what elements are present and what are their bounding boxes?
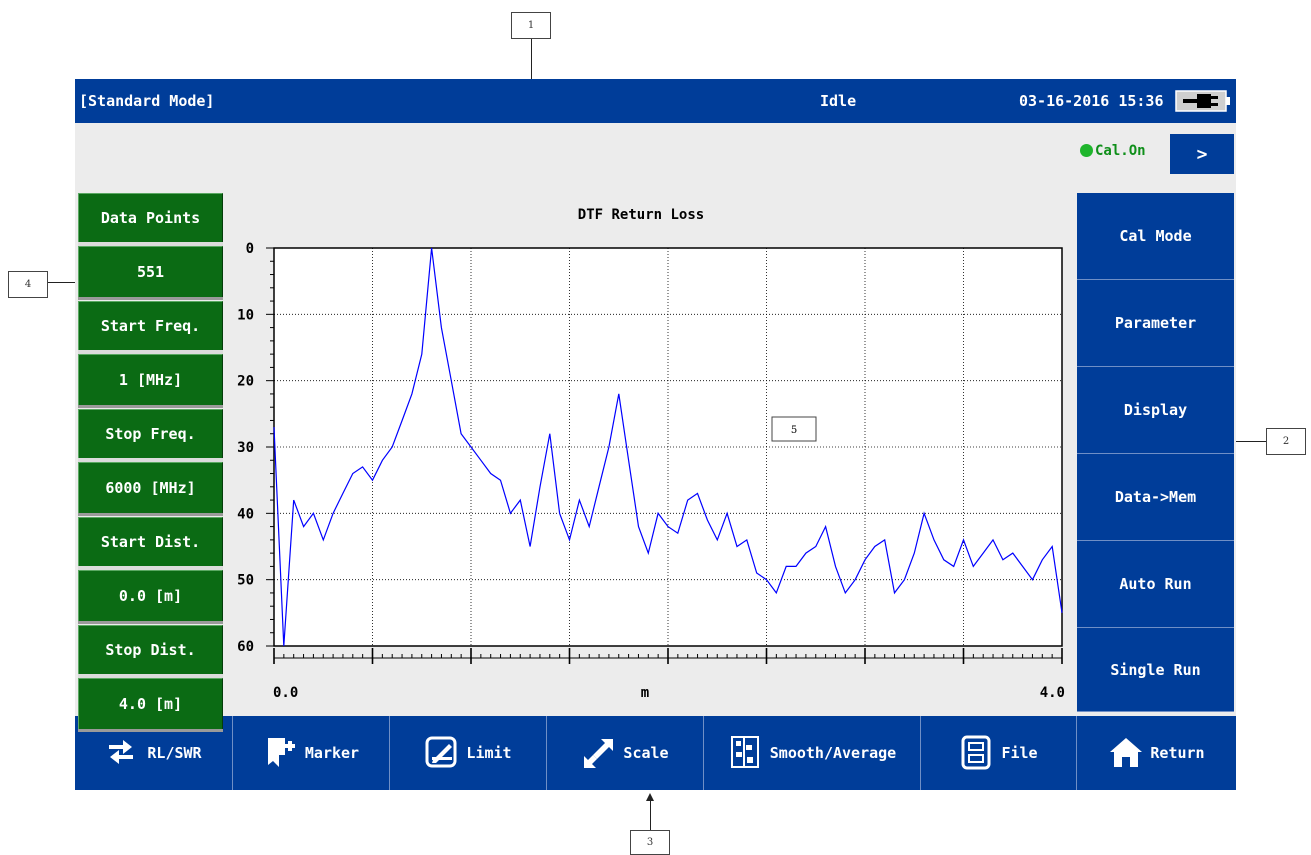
file-cabinet-icon (961, 735, 991, 770)
y-axis-labels: 0 10 20 30 40 50 60 (237, 241, 254, 655)
rl-swr-label: RL/SWR (147, 744, 202, 762)
panel-divider (78, 458, 223, 462)
status-bar: [Standard Mode] Idle 03-16-2016 15:36 (75, 79, 1236, 123)
y-tick-label: 20 (237, 374, 254, 390)
start-dist-label[interactable]: Start Dist. (78, 517, 223, 566)
return-label: Return (1150, 744, 1205, 762)
marker-label: Marker (304, 744, 360, 762)
chart-ticks (266, 247, 1063, 664)
y-tick-label: 10 (237, 307, 254, 323)
display-button[interactable]: Display (1077, 367, 1234, 454)
scale-arrows-icon (584, 739, 614, 768)
scale-button[interactable]: Scale (547, 716, 704, 790)
panel-divider (78, 350, 223, 354)
callout-1: 1 (511, 12, 551, 39)
smooth-sliders-icon (730, 736, 759, 768)
y-tick-label: 30 (237, 440, 254, 456)
callout-4: 4 (8, 271, 48, 298)
panel-divider (78, 674, 223, 678)
stop-freq-value[interactable]: 6000 [MHz] (78, 462, 223, 513)
panel-divider (78, 729, 223, 732)
return-button[interactable]: Return (1077, 716, 1236, 790)
start-freq-value[interactable]: 1 [MHz] (78, 354, 223, 405)
x-axis-end-label: 4.0 (1040, 685, 1065, 701)
panel-divider (78, 513, 223, 516)
limit-label: Limit (466, 744, 512, 762)
y-tick-label: 60 (237, 639, 254, 655)
callout-3: 3 (630, 830, 670, 855)
panel-divider (78, 405, 223, 408)
analyzer-screen: [Standard Mode] Idle 03-16-2016 15:36 Ca… (75, 79, 1236, 790)
chart-title: DTF Return Loss (578, 207, 704, 223)
data-to-mem-button[interactable]: Data->Mem (1077, 454, 1234, 541)
panel-divider (78, 242, 223, 246)
single-run-button[interactable]: Single Run (1077, 628, 1234, 712)
rl-swr-button[interactable]: RL/SWR (75, 716, 233, 790)
data-points-value[interactable]: 551 (78, 246, 223, 297)
y-tick-label: 40 (237, 506, 254, 522)
swap-arrows-icon (109, 740, 134, 764)
start-freq-label[interactable]: Start Freq. (78, 301, 223, 350)
marker-button[interactable]: Marker (233, 716, 390, 790)
y-tick-label: 0 (246, 241, 254, 257)
mode-label: [Standard Mode] (79, 92, 215, 110)
panel-divider (78, 621, 223, 624)
next-page-button[interactable]: > (1170, 134, 1234, 174)
scale-label: Scale (623, 744, 669, 762)
marker-flag-icon (267, 738, 295, 767)
cal-label: Cal.On (1095, 143, 1146, 159)
limit-edit-icon (425, 736, 457, 768)
smooth-average-label: Smooth/Average (769, 744, 897, 762)
x-axis-unit-label: m (641, 685, 649, 701)
function-toolbar: RL/SWR Marker Limit Scale Smooth/Average File… (75, 716, 1236, 790)
stop-dist-value[interactable]: 4.0 [m] (78, 678, 223, 729)
parameter-button[interactable]: Parameter (1077, 280, 1234, 367)
callout-3-arrowhead (646, 793, 654, 801)
x-axis-start-label: 0.0 (273, 685, 298, 701)
start-dist-value[interactable]: 0.0 [m] (78, 570, 223, 621)
callout-5-label: 5 (791, 425, 797, 436)
stop-dist-label[interactable]: Stop Dist. (78, 625, 223, 674)
data-points-label[interactable]: Data Points (78, 193, 223, 242)
stop-freq-label[interactable]: Stop Freq. (78, 409, 223, 458)
callout-1-leader (531, 39, 532, 79)
calibration-status: Cal.On (1080, 143, 1146, 159)
run-state: Idle (820, 92, 857, 110)
callout-3-leader (650, 800, 651, 830)
limit-button[interactable]: Limit (390, 716, 547, 790)
auto-run-button[interactable]: Auto Run (1077, 541, 1234, 628)
callout-5: 5 (771, 416, 817, 442)
panel-divider (78, 297, 223, 300)
cal-mode-button[interactable]: Cal Mode (1077, 193, 1234, 280)
panel-divider (78, 566, 223, 570)
y-tick-label: 50 (237, 573, 254, 589)
file-button[interactable]: File (921, 716, 1077, 790)
smooth-average-button[interactable]: Smooth/Average (704, 716, 921, 790)
datetime: 03-16-2016 15:36 (1019, 92, 1164, 110)
chart-grid (274, 248, 1062, 646)
plug-battery-icon (1175, 90, 1230, 112)
cal-indicator-icon (1080, 144, 1093, 157)
home-icon (1110, 738, 1143, 767)
file-label: File (1001, 744, 1038, 762)
callout-2: 2 (1266, 428, 1306, 455)
return-loss-trace (273, 247, 1063, 647)
